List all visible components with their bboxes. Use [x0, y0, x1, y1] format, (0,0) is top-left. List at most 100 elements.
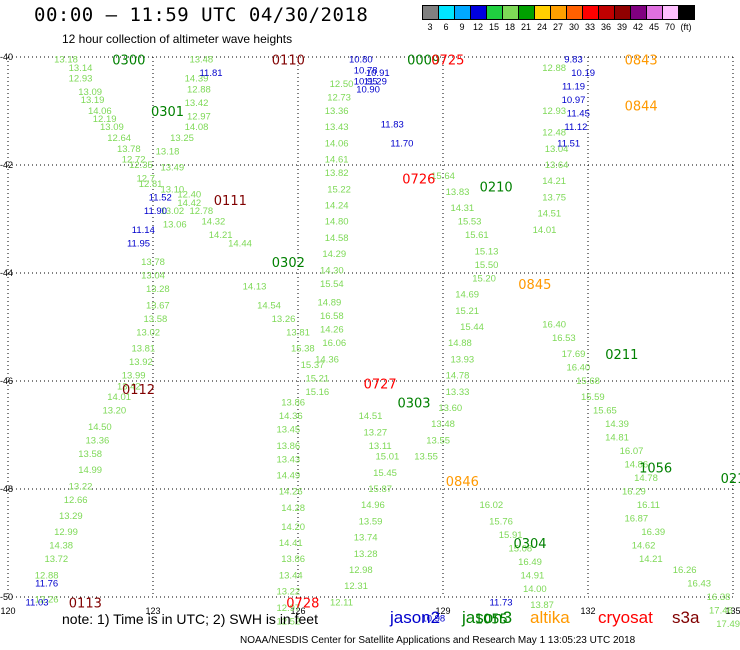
data-point-label: 13.83 — [446, 187, 470, 198]
color-legend-label: 33 — [584, 22, 596, 32]
data-point-label: 15.76 — [489, 516, 513, 527]
data-point-label: 14.29 — [322, 249, 346, 260]
data-point-label: 14.39 — [185, 74, 209, 85]
data-point-label: 14.21 — [542, 176, 566, 187]
y-tick-label: -48 — [0, 484, 13, 494]
color-legend-label: 27 — [552, 22, 564, 32]
data-point-label: 12.81 — [139, 179, 163, 190]
data-point-label: 13.33 — [446, 387, 470, 398]
data-point-label: 13.14 — [69, 63, 93, 74]
data-point-label: 11.45 — [567, 109, 590, 120]
data-point-label: 13.86 — [281, 554, 305, 565]
color-legend-label: 9 — [459, 22, 465, 32]
data-point-label: 10.97 — [562, 95, 586, 106]
data-point-label: 13.10 — [160, 184, 184, 195]
data-point-label: 16.87 — [624, 514, 648, 525]
data-point-label: 12.31 — [344, 581, 368, 592]
data-point-label: 10.78 — [354, 66, 378, 77]
data-point-label: 11.19 — [562, 82, 585, 93]
data-point-label: 12.97 — [187, 111, 211, 122]
data-point-label: 15.38 — [291, 344, 315, 355]
pass-time-label: 0846 — [446, 475, 479, 490]
data-point-label: 15.91 — [499, 530, 523, 541]
data-point-label: 13.42 — [117, 381, 141, 392]
data-point-label: 12.73 — [327, 93, 351, 104]
color-legend-label: 15 — [488, 22, 500, 32]
x-tick-label: 123 — [145, 606, 160, 616]
y-tick-label: -40 — [0, 52, 13, 62]
data-point-label: 13.02 — [136, 327, 160, 338]
data-point-label: 13.67 — [146, 300, 170, 311]
data-point-label: 17.46 — [709, 606, 733, 617]
data-point-label: 16.43 — [687, 579, 711, 590]
color-legend-label: 30 — [568, 22, 580, 32]
color-legend-label: 21 — [520, 22, 532, 32]
pass-time-label: 0210 — [480, 181, 513, 196]
pass-time-label: 1056 — [639, 461, 672, 476]
data-point-label: 13.58 — [144, 314, 168, 325]
data-point-label: 14.21 — [209, 230, 233, 241]
data-point-label: 13.22 — [69, 481, 93, 492]
data-point-label: 15.59 — [581, 392, 605, 403]
pass-time-label: 0843 — [625, 54, 658, 69]
data-point-label: 16.02 — [479, 500, 503, 511]
data-point-label: 14.50 — [88, 422, 112, 433]
data-point-label: 15.53 — [458, 217, 482, 228]
pass-time-label: 0303 — [397, 397, 430, 412]
data-point-label: 12.19 — [93, 114, 117, 125]
pass-time-label: 0211 — [605, 348, 638, 363]
data-point-label: 12.35 — [129, 160, 153, 171]
data-point-label: 13.81 — [286, 327, 310, 338]
data-point-label: 13.27 — [363, 427, 387, 438]
data-point-label: 15.13 — [475, 246, 499, 257]
color-legend-label: 70 — [664, 22, 676, 32]
data-point-label: 10.90 — [356, 84, 380, 95]
pass-time-label: 0845 — [518, 278, 551, 293]
data-point-label: 13.22 — [276, 587, 300, 598]
data-point-label: 13.20 — [102, 406, 126, 417]
data-point-label: 13.43 — [276, 454, 300, 465]
pass-time-label: 0728 — [286, 596, 319, 611]
data-point-label: 15.01 — [376, 452, 400, 463]
data-point-label: 16.11 — [637, 500, 660, 511]
data-point-label: 13.48 — [189, 55, 213, 66]
data-point-label: 13.11 — [369, 441, 392, 452]
data-point-label: 11.03 — [25, 597, 48, 608]
pass-time-label: 0726 — [402, 173, 435, 188]
data-point-label: 12.88 — [187, 84, 211, 95]
color-legend-label: 36 — [600, 22, 612, 32]
data-point-label: 14.44 — [228, 238, 252, 249]
pass-time-label: 0112 — [122, 383, 155, 398]
pass-time-label: 0304 — [513, 537, 546, 552]
data-point-label: 13.36 — [325, 106, 349, 117]
data-point-label: 13.18 — [54, 55, 78, 66]
data-point-label: 13.29 — [59, 511, 83, 522]
satellite-jason2: jason2 — [390, 608, 441, 627]
data-point-label: 15.61 — [465, 230, 489, 241]
satellite-jason3: jason3 — [462, 608, 513, 627]
data-point-label: 13.60 — [438, 403, 462, 414]
data-point-label: 14.89 — [318, 298, 342, 309]
color-legend-label: 45 — [648, 22, 660, 32]
data-point-label: 12.88 — [542, 63, 566, 74]
data-point-label: 10.95 — [354, 76, 378, 87]
data-point-label: 14.49 — [276, 471, 300, 482]
data-point-label: 12.50 — [330, 79, 354, 90]
data-point-label: 14.62 — [632, 541, 656, 552]
data-point-label: 14.08 — [185, 122, 209, 133]
data-point-label: 16.07 — [620, 446, 644, 457]
pass-time-label: 1055 — [475, 613, 508, 628]
data-point-label: 14.20 — [281, 522, 305, 533]
data-point-label: 12.97 — [276, 603, 300, 614]
data-point-label: 14.42 — [177, 198, 201, 209]
data-point-label: 14.06 — [325, 138, 349, 149]
data-point-label: 13.45 — [276, 425, 300, 436]
data-point-label: 13.72 — [44, 554, 68, 565]
data-point-label: 15.08 — [508, 543, 532, 554]
data-point-label: 14.81 — [605, 433, 629, 444]
color-legend-label: 42 — [632, 22, 644, 32]
pass-time-label: 0111 — [214, 194, 247, 209]
data-point-label: 14.51 — [359, 411, 383, 422]
data-point-label: 14.00 — [523, 584, 547, 595]
